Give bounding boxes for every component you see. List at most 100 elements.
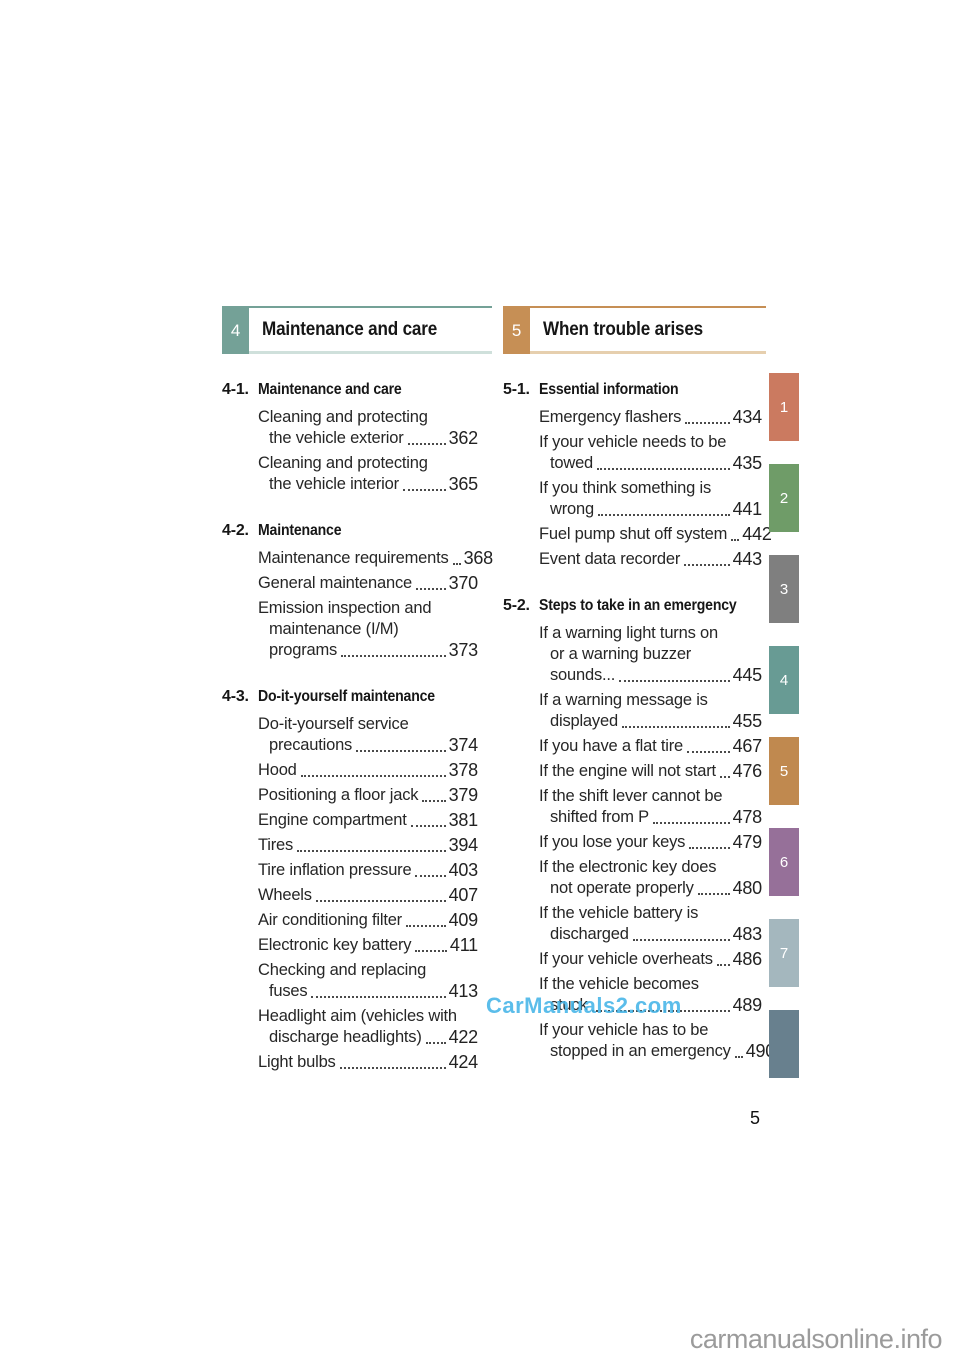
entry-page-number: 424 [448, 1052, 479, 1072]
entry-label-line: If a warning message is [539, 691, 708, 709]
section-title: Maintenance [258, 522, 342, 539]
entry-label-line: If a warning light turns on [539, 624, 718, 642]
entry-label: If you have a flat tire [539, 737, 683, 755]
section-number: 4-1. [222, 381, 249, 398]
toc-section: 5-2. Steps to take in an emergency If a … [503, 595, 775, 1062]
entry-label: Fuel pump shut off system [539, 525, 728, 543]
dot-leader [591, 1010, 730, 1012]
chapter-side-tab: 2 [769, 464, 799, 532]
section-heading: 4-3. Do-it-yourself maintenance [222, 686, 478, 707]
dot-leader [734, 1056, 743, 1058]
entry-label: Tire inflation pressure [258, 861, 412, 879]
chapter-side-tab: 7 [769, 919, 799, 987]
toc-entry: If a warning light turns on or a warning … [539, 623, 762, 686]
entry-page-number: 379 [448, 785, 479, 805]
entry-page-number: 374 [448, 735, 479, 755]
dot-leader [697, 893, 730, 895]
entry-last-line: not operate properly 480 [539, 878, 762, 899]
entry-page-number: 480 [732, 878, 763, 898]
entry-label: Electronic key battery [258, 936, 412, 954]
entry-label: stopped in an emergency [550, 1042, 731, 1060]
dot-leader [341, 655, 446, 657]
toc-section: 4-3. Do-it-yourself maintenance Do-it-yo… [222, 686, 478, 1073]
entry-label-line: If the vehicle becomes [539, 975, 699, 993]
chapter-4-title-bar: Maintenance and care [249, 308, 492, 354]
section-heading: 4-1. Maintenance and care [222, 379, 478, 400]
dot-leader [356, 750, 446, 752]
toc-column-maintenance: 4 Maintenance and care 4-1. Maintenance … [222, 306, 493, 1077]
entry-last-line: the vehicle interior 365 [258, 474, 478, 495]
toc-entry: Tires 394 [258, 835, 478, 856]
entry-page-number: 370 [448, 573, 479, 593]
entry-last-line: precautions 374 [258, 735, 478, 756]
entry-label-line: If your vehicle has to be [539, 1021, 709, 1039]
dot-leader [689, 847, 730, 849]
chapter-4-header: 4 Maintenance and care [222, 306, 492, 354]
toc-entry: Emission inspection and maintenance (I/M)… [258, 598, 478, 661]
toc-entry: If you think something is wrong 441 [539, 478, 762, 520]
entry-last-line: Tire inflation pressure 403 [258, 860, 478, 881]
section-heading: 4-2. Maintenance [222, 520, 478, 541]
entry-label: Maintenance requirements [258, 549, 449, 567]
entry-last-line: Electronic key battery 411 [258, 935, 478, 956]
entry-page-number: 442 [742, 524, 772, 544]
entry-page-number: 489 [732, 995, 763, 1015]
entry-label-line: If the electronic key does [539, 858, 717, 876]
dot-leader [422, 800, 446, 802]
entry-page-number: 476 [732, 761, 763, 781]
watermark-carmanualsonline: carmanualsonline.info [689, 1324, 943, 1354]
entry-last-line: Hood 378 [258, 760, 478, 781]
dot-leader [716, 964, 730, 966]
chapter-side-tab: 3 [769, 555, 799, 623]
entry-label: Positioning a floor jack [258, 786, 419, 804]
entry-last-line: wrong 441 [539, 499, 762, 520]
entry-page-number: 362 [448, 428, 479, 448]
entry-page-number: 368 [463, 548, 494, 568]
dot-leader [311, 996, 446, 998]
entry-label: Air conditioning filter [258, 911, 402, 929]
entry-last-line: Event data recorder 443 [539, 549, 762, 570]
dot-leader [452, 563, 461, 565]
toc-entry: Maintenance requirements 368 [258, 548, 493, 569]
entry-page-number: 435 [732, 453, 763, 473]
entry-page-number: 422 [448, 1027, 479, 1047]
toc-entry: If you lose your keys 479 [539, 832, 762, 853]
entry-page-number: 407 [448, 885, 479, 905]
entry-page-number: 445 [732, 665, 763, 685]
entry-label: Wheels [258, 886, 312, 904]
section-heading: 5-2. Steps to take in an emergency [503, 595, 762, 616]
dot-leader [731, 539, 740, 541]
entry-label: If you lose your keys [539, 833, 686, 851]
entry-label: stuck [550, 996, 588, 1014]
entry-page-number: 443 [732, 549, 763, 569]
toc-entry: Checking and replacing fuses 413 [258, 960, 478, 1002]
entry-last-line: shifted from P 478 [539, 807, 762, 828]
entry-label-line: If the shift lever cannot be [539, 787, 723, 805]
entry-label-line: If you think something is [539, 479, 712, 497]
section-title: Steps to take in an emergency [539, 597, 737, 614]
entry-last-line: Positioning a floor jack 379 [258, 785, 478, 806]
entry-page-number: 409 [448, 910, 479, 930]
entry-last-line: If the engine will not start 476 [539, 761, 762, 782]
entry-last-line: Maintenance requirements 368 [258, 548, 493, 569]
entry-label-line: Headlight aim (vehicles with [258, 1007, 457, 1025]
entry-label: Hood [258, 761, 297, 779]
entry-page-number: 455 [732, 711, 763, 731]
entry-label: precautions [269, 736, 353, 754]
toc-entry: If your vehicle needs to be towed 435 [539, 432, 762, 474]
dot-leader [415, 950, 447, 952]
dot-leader [300, 775, 446, 777]
entry-last-line: discharged 483 [539, 924, 762, 945]
entry-last-line: fuses 413 [258, 981, 478, 1002]
side-tab-number: 4 [779, 671, 789, 689]
entry-label: discharged [550, 925, 629, 943]
entry-label: displayed [550, 712, 618, 730]
toc-entry: Light bulbs 424 [258, 1052, 478, 1073]
dot-leader [415, 588, 446, 590]
entry-page-number: 434 [732, 407, 763, 427]
entry-label: wrong [550, 500, 594, 518]
chapter-4-number-badge: 4 [222, 308, 249, 354]
entry-last-line: Tires 394 [258, 835, 478, 856]
entry-label-line: If the vehicle battery is [539, 904, 699, 922]
entry-page-number: 441 [732, 499, 763, 519]
